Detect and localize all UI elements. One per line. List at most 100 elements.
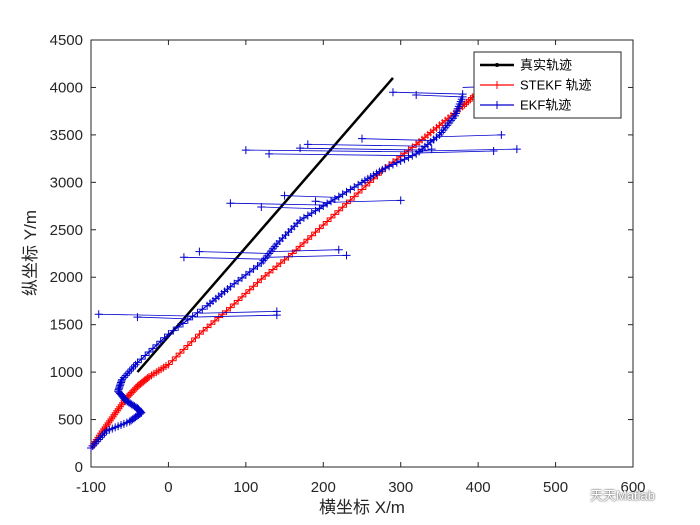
- outlier-marker: [489, 147, 498, 156]
- series-marker: [276, 259, 285, 268]
- series-marker: [199, 326, 208, 335]
- legend-marker: [493, 81, 501, 89]
- outlier-spike: [300, 147, 424, 151]
- outlier-marker: [226, 199, 235, 208]
- series-marker: [334, 206, 343, 215]
- x-tick-label: 100: [233, 479, 258, 496]
- series-marker: [168, 356, 177, 365]
- series-marker: [104, 418, 113, 427]
- series-marker: [94, 435, 103, 444]
- series-marker: [156, 337, 165, 346]
- legend-entry: 真实轨迹: [520, 58, 572, 73]
- series-marker: [210, 316, 219, 325]
- series-marker: [361, 181, 370, 190]
- outlier-marker: [303, 140, 312, 149]
- series-marker: [111, 408, 120, 417]
- outlier-marker: [265, 149, 274, 158]
- series-marker: [172, 352, 181, 361]
- series-marker: [237, 292, 246, 301]
- outlier-marker: [497, 130, 506, 139]
- outlier-marker: [388, 88, 397, 97]
- y-tick-label: 1500: [50, 317, 83, 334]
- outlier-spike: [183, 256, 266, 260]
- series-marker: [214, 313, 223, 322]
- series-marker: [327, 213, 336, 222]
- series-marker: [183, 341, 192, 350]
- series-marker: [207, 320, 216, 329]
- series-marker: [230, 300, 239, 309]
- y-tick-label: 500: [58, 412, 83, 429]
- series-marker: [203, 323, 212, 332]
- outlier-marker: [396, 196, 405, 205]
- series-marker: [315, 224, 324, 233]
- ekf-outlier-spikes: [94, 81, 521, 322]
- series-marker: [396, 156, 405, 165]
- series-marker: [388, 160, 397, 169]
- outlier-spike: [199, 251, 271, 254]
- series-marker: [245, 285, 254, 294]
- legend-marker: [495, 63, 499, 67]
- outlier-marker: [179, 253, 188, 262]
- outlier-spike: [421, 148, 517, 152]
- series-marker: [195, 330, 204, 339]
- series-marker: [114, 404, 123, 413]
- series-marker: [268, 265, 277, 274]
- outlier-spike: [245, 149, 421, 153]
- outlier-spike: [307, 143, 428, 147]
- series-marker: [257, 275, 266, 284]
- outlier-marker: [412, 91, 421, 100]
- series-marker: [164, 330, 173, 339]
- series-marker: [400, 155, 409, 164]
- series-marker: [107, 414, 116, 423]
- tick-layer: -100 0 100 200 300 400 500 600 0 500 1000 1500 2000 2…: [50, 32, 646, 496]
- series-marker: [323, 217, 332, 226]
- series-marker: [125, 367, 134, 376]
- series-marker: [272, 262, 281, 271]
- series-marker: [113, 406, 122, 415]
- series-marker: [253, 278, 262, 287]
- y-tick-label: 4000: [50, 79, 83, 96]
- series-marker: [160, 333, 169, 342]
- series-marker: [96, 433, 105, 442]
- x-tick-label: 400: [466, 479, 491, 496]
- series-marker: [261, 271, 270, 280]
- series-marker: [311, 228, 320, 237]
- outlier-marker: [272, 311, 281, 320]
- outlier-spike: [416, 94, 463, 98]
- series-marker: [98, 431, 107, 440]
- series-marker: [100, 429, 109, 438]
- series-marker: [145, 347, 154, 356]
- y-axis-label: 纵坐标 Y/m: [21, 210, 40, 296]
- series-layer: [87, 77, 521, 453]
- series-marker: [88, 441, 97, 450]
- outlier-spike: [98, 313, 196, 317]
- series-marker: [385, 162, 394, 171]
- outlier-spike: [267, 254, 347, 258]
- series-marker: [354, 189, 363, 198]
- outlier-spike: [269, 153, 417, 157]
- series-marker: [137, 355, 146, 364]
- series-marker: [381, 164, 390, 173]
- x-tick-label: 200: [311, 479, 336, 496]
- series-marker: [141, 351, 150, 360]
- series-marker: [178, 319, 187, 328]
- series-marker: [117, 375, 126, 384]
- legend-entry: STEKF 轨迹: [520, 78, 592, 93]
- series-marker: [234, 296, 243, 305]
- series-marker: [462, 98, 471, 107]
- legend-entry: EKF轨迹: [520, 98, 571, 113]
- series-marker: [198, 305, 207, 314]
- y-tick-label: 1000: [50, 364, 83, 381]
- series-marker: [226, 303, 235, 312]
- x-tick-label: 300: [388, 479, 413, 496]
- series-marker: [90, 439, 99, 448]
- series-marker: [241, 289, 250, 298]
- series-marker: [299, 238, 308, 247]
- outlier-marker: [342, 251, 351, 260]
- outlier-spike: [230, 202, 328, 206]
- y-tick-label: 4500: [50, 32, 83, 49]
- y-tick-label: 2500: [50, 222, 83, 239]
- series-marker: [466, 95, 475, 104]
- outlier-marker: [241, 146, 250, 155]
